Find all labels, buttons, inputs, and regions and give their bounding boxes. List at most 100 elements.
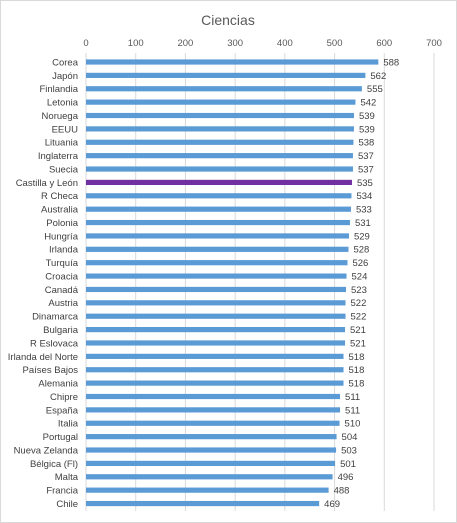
category-label: Francia: [46, 486, 78, 497]
bars: [86, 59, 379, 507]
x-tick-label: 600: [376, 38, 392, 49]
x-axis-ticks: 0 100 200 300 400 500 600 700: [83, 38, 442, 49]
data-label: 531: [355, 218, 371, 229]
data-label: 523: [351, 285, 367, 296]
bar: [86, 460, 336, 466]
category-label: Bélgica (Fl): [30, 459, 78, 470]
bar: [86, 447, 337, 453]
data-label: 488: [334, 486, 350, 497]
category-label: Irlanda: [49, 245, 79, 256]
category-label: Hungría: [44, 231, 79, 242]
bar: [86, 367, 344, 373]
data-label: 511: [345, 392, 360, 403]
category-labels: Corea Japón Finlandia Letonia Noruega EEUU Lit…: [8, 57, 79, 510]
category-label: Irlanda del Norte: [8, 352, 78, 363]
category-label: Corea: [52, 57, 79, 68]
bar: [86, 153, 353, 159]
bar: [86, 393, 341, 400]
data-label: 501: [340, 459, 356, 470]
category-label: Países Bajos: [23, 365, 79, 376]
bar: [86, 233, 349, 239]
x-tick-label: 200: [177, 38, 193, 49]
data-label: 534: [356, 191, 372, 202]
category-label: Finlandia: [39, 84, 78, 95]
category-label: Inglaterra: [38, 151, 79, 162]
data-label: 542: [360, 98, 376, 109]
category-label: Alemania: [38, 379, 78, 390]
category-label: EEUU: [52, 124, 79, 135]
data-label: 511: [345, 405, 360, 416]
bar: [86, 273, 347, 279]
bar: [86, 193, 352, 199]
category-label: R Eslovaca: [30, 338, 79, 349]
category-label: Austria: [48, 298, 78, 309]
data-label: 503: [341, 445, 357, 456]
bar: [86, 380, 344, 386]
category-label: Castilla y León: [16, 178, 78, 189]
data-label: 521: [350, 325, 366, 336]
data-label: 496: [338, 472, 354, 483]
x-tick-label: 700: [426, 38, 442, 49]
bar: [86, 313, 346, 319]
category-label: Chile: [56, 499, 78, 510]
data-label: 539: [359, 111, 375, 122]
bar: [86, 72, 366, 78]
bar: [86, 260, 348, 266]
data-label: 518: [349, 379, 365, 390]
data-label: 526: [352, 258, 368, 269]
category-label: Noruega: [42, 111, 79, 122]
data-label: 504: [342, 432, 358, 443]
x-tick-label: 500: [327, 38, 343, 49]
bar: [86, 99, 356, 105]
data-label: 524: [352, 271, 368, 282]
data-label: 537: [358, 164, 374, 175]
category-label: Italia: [58, 419, 79, 430]
category-label: Canadá: [45, 285, 79, 296]
bar: [86, 474, 333, 480]
category-label: Dinamarca: [32, 312, 79, 323]
x-tick-label: 300: [227, 38, 243, 49]
bar: [86, 353, 344, 359]
bar: [86, 86, 362, 92]
data-label: 533: [356, 205, 372, 216]
data-label: 518: [349, 352, 365, 363]
category-label: R Checa: [41, 191, 79, 202]
data-label: 521: [350, 338, 366, 349]
bar-highlighted: [86, 179, 352, 186]
category-label: Nueva Zelanda: [14, 445, 79, 456]
data-label: 522: [351, 298, 367, 309]
data-label: 529: [354, 231, 370, 242]
bar: [86, 206, 351, 212]
x-tick-label: 100: [128, 38, 144, 49]
data-label: 538: [358, 138, 374, 149]
data-label: 469: [324, 499, 340, 510]
bar: [86, 487, 329, 493]
chart-title: Ciencias: [201, 12, 255, 28]
data-label: 518: [349, 365, 365, 376]
data-label: 522: [351, 312, 367, 323]
bar: [86, 139, 354, 145]
category-label: Australia: [41, 205, 79, 216]
category-label: Malta: [55, 472, 79, 483]
data-label: 528: [353, 245, 369, 256]
x-tick-label: 0: [83, 38, 88, 49]
bar: [86, 112, 354, 119]
category-label: Turquía: [46, 258, 79, 269]
bar: [86, 219, 350, 226]
category-label: Chipre: [50, 392, 78, 403]
data-label: 537: [358, 151, 374, 162]
category-label: Japón: [52, 71, 78, 82]
category-label: Portugal: [43, 432, 78, 443]
data-label: 510: [345, 419, 361, 430]
bar: [86, 126, 354, 132]
bar: [86, 166, 353, 172]
bar: [86, 407, 341, 413]
data-label: 535: [357, 178, 373, 189]
bar: [86, 59, 379, 65]
data-labels: 588 562 555 542 539 539 538 537 537 535 534 533 531 5…: [324, 57, 399, 510]
bar: [86, 434, 337, 440]
category-label: Bulgaria: [43, 325, 79, 336]
data-label: 588: [383, 57, 399, 68]
